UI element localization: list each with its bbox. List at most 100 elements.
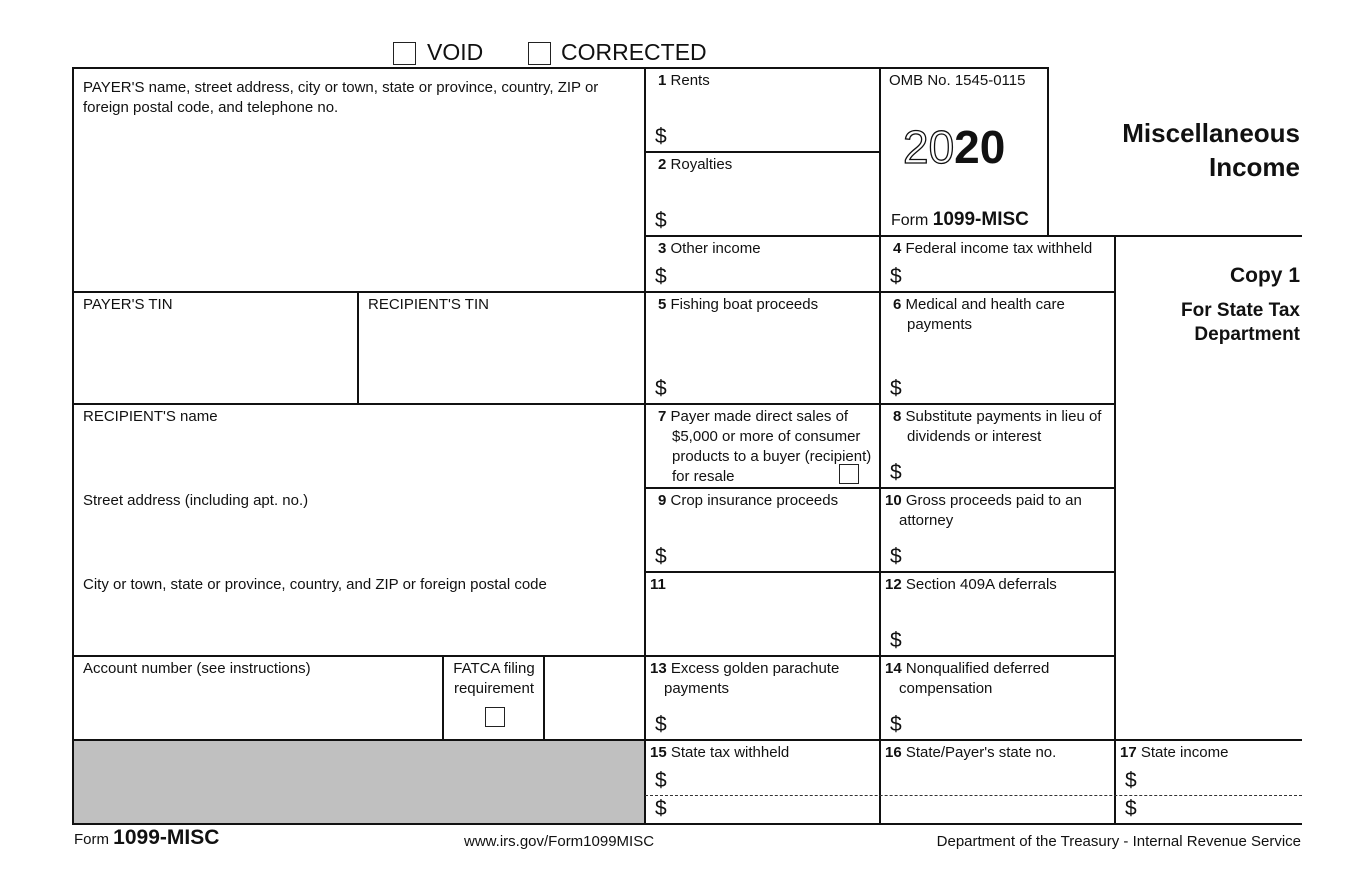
dollar-sign: $	[655, 377, 667, 400]
box-5-amount-field[interactable]	[671, 378, 871, 400]
dollar-sign: $	[655, 713, 667, 736]
box-text: Nonqualified deferred compensation	[899, 660, 1050, 697]
box-number: 3	[658, 240, 667, 257]
divider	[879, 67, 881, 825]
box-number: 15	[650, 744, 667, 761]
box-4-amount-field[interactable]	[906, 266, 1106, 288]
divider	[72, 67, 74, 825]
box-10-amount-field[interactable]	[906, 546, 1106, 568]
box-8-amount-field[interactable]	[906, 462, 1106, 484]
copy-recipient: For State Tax Department	[1181, 299, 1300, 347]
box-3-label: 3 Other income	[658, 239, 877, 259]
box-17-label: 17 State income	[1120, 743, 1314, 763]
box-text: State tax withheld	[670, 744, 790, 761]
box-number: 7	[658, 408, 667, 425]
dollar-sign: $	[890, 461, 902, 484]
box-10-label: 10 Gross proceeds paid to an attorney	[885, 491, 1124, 531]
box-text: Fishing boat proceeds	[670, 296, 819, 313]
box-9-label: 9 Crop insurance proceeds	[658, 491, 877, 511]
box-number: 16	[885, 744, 902, 761]
dollar-sign: $	[655, 209, 667, 232]
dollar-sign: $	[1125, 769, 1137, 792]
copy-label: Copy 1	[1229, 264, 1300, 287]
box-1-amount-field[interactable]	[671, 126, 871, 148]
tax-year-bold: 20	[954, 121, 1006, 173]
divider	[645, 571, 1115, 573]
box-text: Gross proceeds paid to an attorney	[899, 492, 1082, 529]
street-address-label: Street address (including apt. no.)	[83, 492, 309, 509]
box-16-label: 16 State/Payer's state no.	[885, 743, 1124, 763]
box-2-amount-field[interactable]	[671, 210, 871, 232]
divider	[442, 656, 444, 740]
box-number: 4	[893, 240, 902, 257]
dollar-sign: $	[890, 713, 902, 736]
box-6-label: 6 Medical and health care payments	[893, 295, 1127, 335]
box-15-amount-field[interactable]	[671, 770, 871, 792]
payer-name-label: PAYER'S name, street address, city or to…	[83, 79, 599, 116]
form-id: Form 1099-MISC	[891, 209, 1029, 231]
divider	[73, 403, 1115, 405]
box-text: Substitute payments in lieu of dividends…	[905, 408, 1102, 445]
box-number: 2	[658, 156, 667, 173]
dollar-sign: $	[655, 265, 667, 288]
dashed-divider	[645, 795, 1302, 796]
box-14-amount-field[interactable]	[906, 714, 1106, 736]
dollar-sign: $	[890, 545, 902, 568]
corrected-label: CORRECTED	[561, 39, 707, 65]
shaded-area	[74, 741, 644, 823]
payer-name-field[interactable]	[76, 120, 641, 288]
box-4-label: 4 Federal income tax withheld	[893, 239, 1127, 259]
box-number: 1	[658, 72, 667, 89]
dollar-sign: $	[655, 545, 667, 568]
divider	[543, 656, 545, 740]
dollar-sign: $	[1125, 797, 1137, 820]
title-line2: Income	[1208, 152, 1300, 182]
divider	[73, 739, 1302, 741]
void-checkbox[interactable]	[393, 42, 416, 65]
box-11-label: 11	[650, 575, 869, 595]
box-17-amount-field[interactable]	[1141, 770, 1341, 792]
box-2-label: 2 Royalties	[658, 155, 877, 175]
box-6-amount-field[interactable]	[906, 378, 1106, 400]
copy-for-line2: Department	[1194, 324, 1300, 345]
box-13-amount-field[interactable]	[671, 714, 871, 736]
irs-url[interactable]: www.irs.gov/Form1099MISC	[464, 833, 655, 850]
box-7-checkbox[interactable]	[839, 464, 859, 484]
divider	[645, 235, 1302, 237]
divider	[73, 655, 1115, 657]
box-number: 11	[650, 576, 666, 593]
fatca-checkbox[interactable]	[485, 707, 505, 727]
tax-year: 2020	[902, 120, 1006, 174]
box-3-amount-field[interactable]	[671, 266, 871, 288]
box-7-label: 7 Payer made direct sales of $5,000 or m…	[658, 407, 892, 487]
box-12-amount-field[interactable]	[906, 630, 1106, 652]
box-number: 9	[658, 492, 667, 509]
corrected-checkbox[interactable]	[528, 42, 551, 65]
dollar-sign: $	[655, 125, 667, 148]
box-text: Section 409A deferrals	[905, 576, 1057, 593]
tax-year-outline: 20	[902, 120, 955, 173]
recipient-tin-label: RECIPIENT'S TIN	[368, 296, 489, 313]
box-text: Rents	[670, 72, 710, 89]
footer-form-id: Form 1099-MISC	[74, 826, 219, 850]
form-name: 1099-MISC	[932, 209, 1029, 230]
city-label: City or town, state or province, country…	[83, 576, 547, 593]
dollar-sign: $	[890, 265, 902, 288]
form-prefix: Form	[891, 212, 929, 229]
void-label: VOID	[427, 39, 484, 65]
fatca-label: FATCA filing requirement	[453, 660, 535, 697]
box-9-amount-field[interactable]	[671, 546, 871, 568]
divider	[645, 151, 880, 153]
box-number: 5	[658, 296, 667, 313]
divider	[644, 67, 646, 825]
divider	[73, 67, 1049, 69]
footer-form-name: 1099-MISC	[113, 826, 220, 849]
box-text: Payer made direct sales of $5,000 or mor…	[670, 408, 872, 485]
box-8-label: 8 Substitute payments in lieu of dividen…	[893, 407, 1129, 447]
dollar-sign: $	[890, 629, 902, 652]
box-text: Medical and health care payments	[905, 296, 1065, 333]
box-number: 17	[1120, 744, 1137, 761]
omb-number: OMB No. 1545-0115	[889, 72, 1026, 89]
box-12-label: 12 Section 409A deferrals	[885, 575, 1124, 595]
